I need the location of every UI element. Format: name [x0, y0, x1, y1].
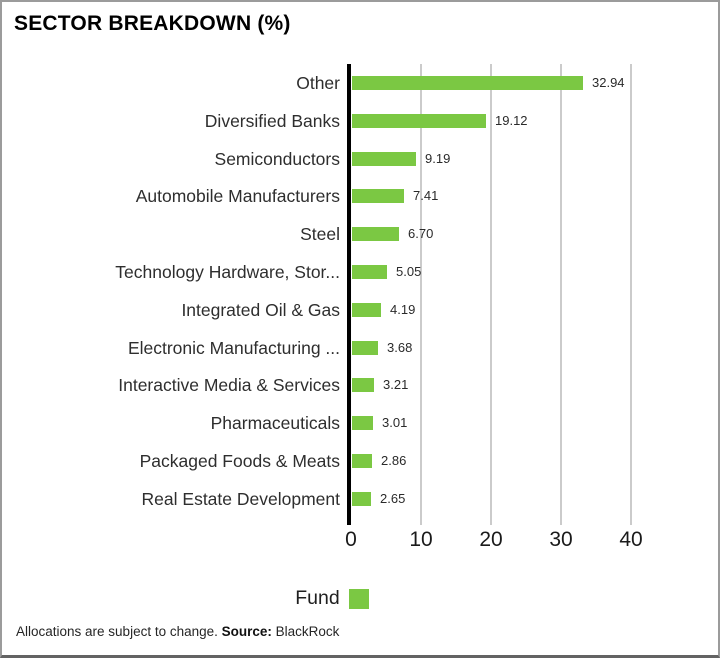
gridline	[420, 64, 422, 525]
category-label: Steel	[300, 224, 340, 245]
category-label: Semiconductors	[214, 148, 340, 169]
footnote-source-value: BlackRock	[271, 624, 340, 639]
legend-label: Fund	[295, 587, 340, 609]
gridline	[560, 64, 562, 525]
bar	[352, 302, 381, 317]
bar	[352, 378, 374, 393]
bar	[352, 340, 378, 355]
value-label: 32.94	[592, 75, 625, 90]
gridline	[490, 64, 492, 525]
bar	[352, 151, 416, 166]
value-label: 2.65	[380, 490, 406, 506]
value-label: 19.12	[495, 112, 528, 128]
footnote: Allocations are subject to change. Sourc…	[16, 624, 339, 639]
x-tick-label: 40	[619, 528, 643, 551]
category-label: Packaged Foods & Meats	[139, 451, 340, 471]
category-label: Electronic Manufacturing ...	[127, 337, 340, 358]
value-label: 5.05	[396, 264, 422, 279]
x-tick-label: 20	[479, 528, 503, 551]
value-label: 3.68	[387, 339, 413, 355]
bar	[352, 189, 404, 204]
x-tick-label: 0	[345, 528, 357, 551]
value-label: 3.01	[382, 415, 408, 431]
x-tick-label: 30	[549, 528, 573, 551]
legend-swatch	[348, 588, 369, 609]
footnote-text: Allocations are subject to change.	[16, 624, 222, 639]
bar	[352, 416, 373, 431]
category-label: Interactive Media & Services	[118, 375, 340, 396]
value-label: 4.19	[390, 301, 416, 317]
gridline	[630, 64, 632, 525]
y-axis-line	[347, 64, 351, 525]
value-label: 3.21	[383, 377, 409, 393]
category-label: Real Estate Development	[141, 488, 340, 509]
value-label: 2.86	[381, 453, 407, 468]
value-label: 7.41	[413, 188, 439, 204]
bar	[352, 113, 486, 128]
category-label: Automobile Manufacturers	[135, 186, 340, 207]
x-tick-label: 10	[409, 528, 433, 551]
bar	[352, 491, 371, 506]
bar	[352, 227, 399, 242]
category-label: Other	[296, 73, 340, 93]
category-label: Integrated Oil & Gas	[181, 299, 340, 320]
value-label: 9.19	[425, 150, 451, 166]
chart-title: SECTOR BREAKDOWN (%)	[14, 12, 291, 35]
category-label: Diversified Banks	[204, 110, 340, 131]
value-label: 6.70	[408, 226, 434, 242]
legend: Fund	[2, 587, 662, 610]
footnote-source-label: Source:	[221, 624, 272, 639]
bar	[352, 454, 372, 468]
bar	[352, 265, 387, 279]
category-label: Pharmaceuticals	[210, 413, 340, 434]
category-label: Technology Hardware, Stor...	[115, 262, 340, 282]
bar	[352, 76, 583, 90]
